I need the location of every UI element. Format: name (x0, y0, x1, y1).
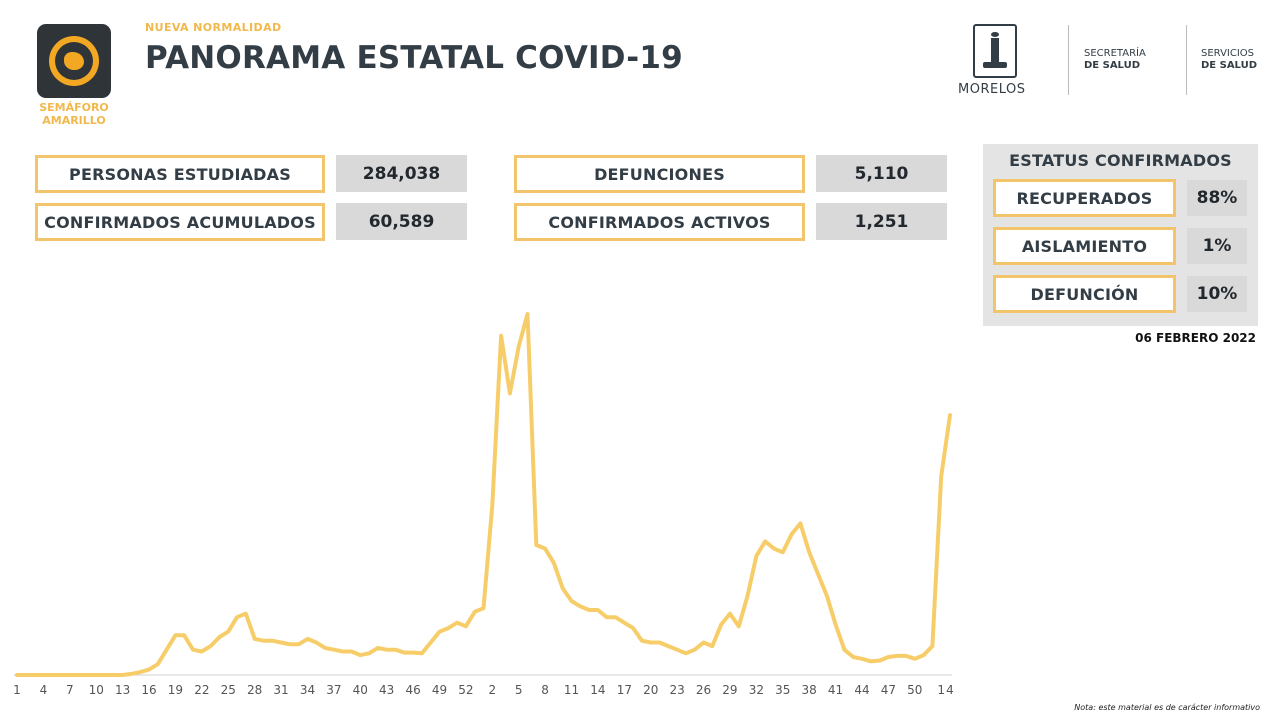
x-tick-label: 7 (66, 683, 74, 697)
org1-line1: SECRETARÍA (1084, 48, 1146, 59)
semaforo-line1: SEMÁFORO (39, 101, 109, 114)
x-tick-label: 23 (670, 683, 685, 697)
x-tick-label: 20 (643, 683, 658, 697)
defuncion-label: DEFUNCIÓN (993, 275, 1176, 313)
semaforo-line2: AMARILLO (42, 114, 106, 127)
defunciones-value: 5,110 (816, 155, 947, 192)
x-tick-label: 47 (881, 683, 896, 697)
x-tick-label: 25 (221, 683, 236, 697)
x-tick-label: 44 (854, 683, 869, 697)
x-tick-label: 50 (907, 683, 922, 697)
defunciones-label: DEFUNCIONES (514, 155, 805, 193)
semaforo-label: SEMÁFORO AMARILLO (24, 101, 124, 127)
x-tick-label: 34 (300, 683, 315, 697)
page-title: PANORAMA ESTATAL COVID-19 (145, 40, 683, 76)
report-date: 06 FEBRERO 2022 (1135, 331, 1256, 345)
org2-line2: DE SALUD (1201, 60, 1257, 71)
aislamiento-label: AISLAMIENTO (993, 227, 1176, 265)
semaforo-icon (37, 24, 111, 98)
x-tick-label: 4 (40, 683, 48, 697)
series-line (15, 312, 952, 677)
x-tick-label: 40 (353, 683, 368, 697)
confirmados-activos-value: 1,251 (816, 203, 947, 240)
kicker: NUEVA NORMALIDAD (145, 21, 282, 34)
x-tick-label: 29 (722, 683, 737, 697)
x-tick-label: 35 (775, 683, 790, 697)
state-name: MORELOS (958, 82, 1026, 97)
org2-line1: SERVICIOS (1201, 48, 1255, 59)
personas-estudiadas-label: PERSONAS ESTUDIADAS (35, 155, 325, 193)
x-tick-label: 4 (946, 683, 954, 697)
x-tick-label: 28 (247, 683, 262, 697)
x-tick-label: 14 (590, 683, 605, 697)
x-tick-label: 31 (273, 683, 288, 697)
personas-estudiadas-value: 284,038 (336, 155, 467, 192)
x-tick-label: 2 (488, 683, 496, 697)
x-tick-label: 26 (696, 683, 711, 697)
x-tick-label: 13 (115, 683, 130, 697)
x-tick-label: 10 (89, 683, 104, 697)
x-tick-label: 1 (937, 683, 945, 697)
confirmados-acumulados-value: 60,589 (336, 203, 467, 240)
status-title: ESTATUS CONFIRMADOS (1009, 151, 1232, 170)
recuperados-value: 88% (1187, 180, 1247, 216)
x-tick-label: 32 (749, 683, 764, 697)
confirmados-acumulados-label: CONFIRMADOS ACUMULADOS (35, 203, 325, 241)
morelos-crest-icon (973, 24, 1017, 78)
x-tick-label: 38 (802, 683, 817, 697)
logo-divider (1068, 25, 1069, 95)
confirmados-activos-label: CONFIRMADOS ACTIVOS (514, 203, 805, 241)
x-tick-label: 52 (458, 683, 473, 697)
x-tick-label: 17 (617, 683, 632, 697)
x-tick-group: 1 4 7 10 13 16 19 22 25 28 31 34 37 40 43 46 49 52 2 5 8 11 14… (13, 683, 954, 697)
x-tick-label: 11 (564, 683, 579, 697)
logo-divider (1186, 25, 1187, 95)
x-tick-label: 5 (515, 683, 523, 697)
x-tick-label: 46 (405, 683, 420, 697)
x-tick-label: 49 (432, 683, 447, 697)
aislamiento-value: 1% (1187, 228, 1247, 264)
org-servicios: SERVICIOS DE SALUD (1201, 48, 1257, 72)
org1-line2: DE SALUD (1084, 60, 1140, 71)
org-secretaria: SECRETARÍA DE SALUD (1084, 48, 1146, 72)
x-tick-label: 8 (541, 683, 549, 697)
x-tick-label: 19 (168, 683, 183, 697)
recuperados-label: RECUPERADOS (993, 179, 1176, 217)
footnote: Nota: este material es de carácter infor… (1074, 703, 1260, 712)
x-tick-label: 22 (194, 683, 209, 697)
defuncion-value: 10% (1187, 276, 1247, 312)
x-tick-label: 43 (379, 683, 394, 697)
x-tick-label: 1 (13, 683, 21, 697)
x-tick-label: 37 (326, 683, 341, 697)
x-tick-label: 41 (828, 683, 843, 697)
x-tick-label: 16 (141, 683, 156, 697)
